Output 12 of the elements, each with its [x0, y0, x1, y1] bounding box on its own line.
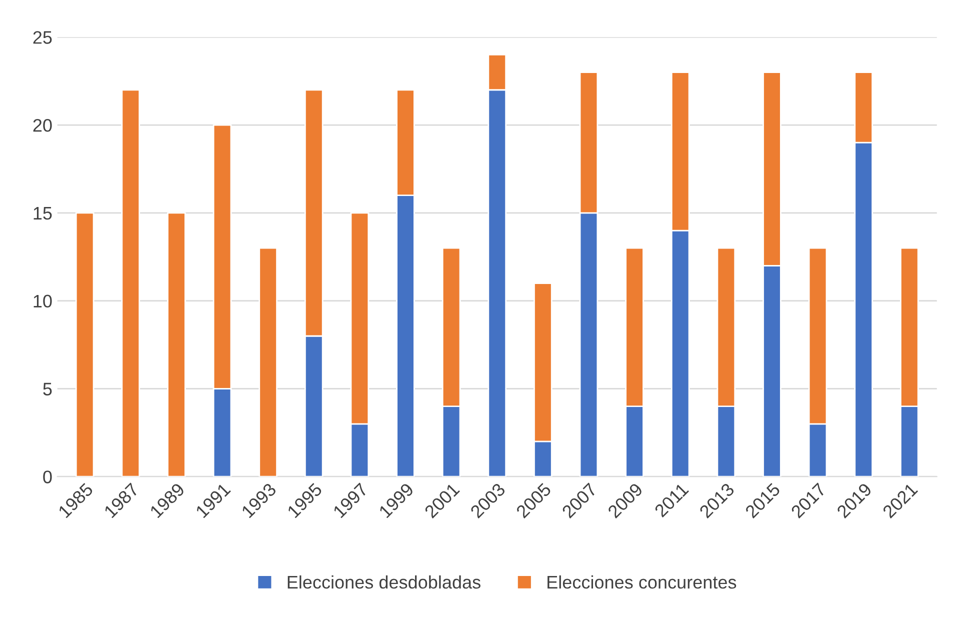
y-tick-label: 25 [33, 31, 52, 44]
bar [75, 212, 94, 477]
legend-label: Elecciones desdobladas [288, 575, 480, 589]
bar [121, 89, 140, 477]
bar [258, 247, 278, 477]
y-tick-label: 15 [34, 207, 52, 220]
y-tick-label: 0 [43, 470, 52, 484]
bar [167, 212, 186, 477]
y-tick-label: 5 [43, 382, 52, 396]
y-tick-label: 10 [34, 294, 52, 308]
y-tick-label: 20 [33, 118, 52, 132]
legend-label: Elecciones concurentes [548, 575, 736, 589]
